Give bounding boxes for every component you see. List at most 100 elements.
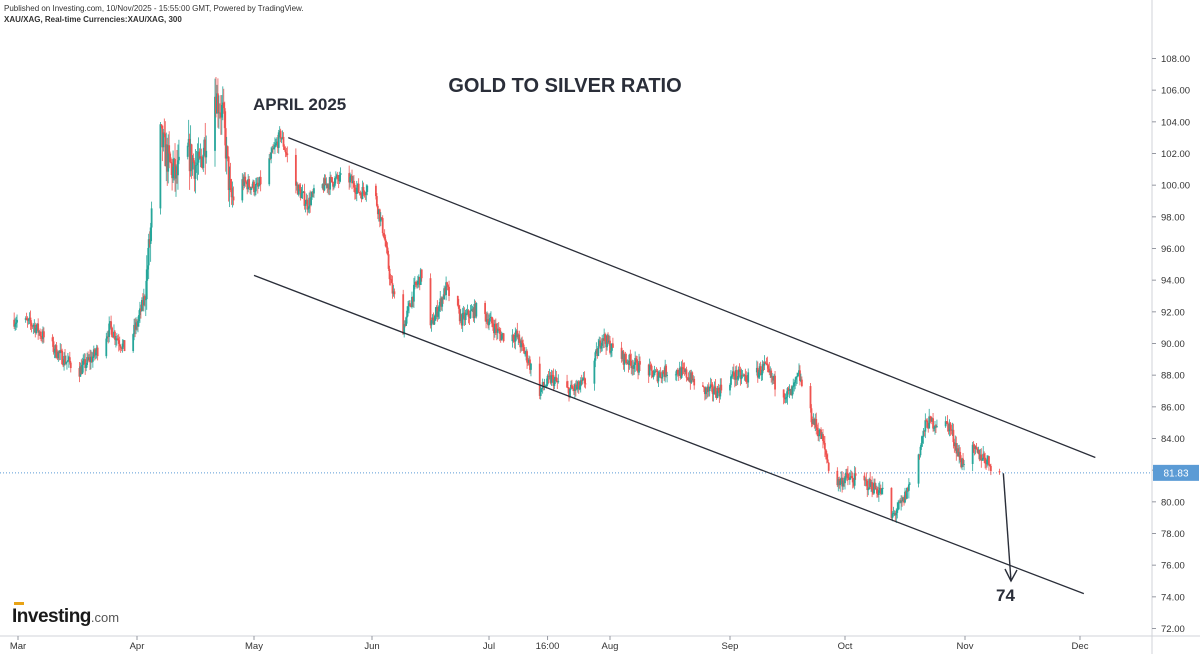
candle-body [105, 338, 108, 357]
candle-body [91, 356, 94, 362]
candle-body [285, 152, 288, 154]
candle-body [338, 174, 341, 182]
candle-body [336, 175, 339, 180]
candle-body [36, 323, 39, 328]
candle-body [792, 386, 795, 388]
candle-body [664, 365, 667, 377]
candle-body [62, 364, 65, 366]
candle-body [243, 176, 246, 186]
candle-body [513, 339, 516, 342]
candle-body [96, 347, 99, 357]
candle-body [951, 429, 954, 431]
candle-body [681, 367, 684, 368]
candle-body [528, 359, 530, 363]
candle-body [408, 303, 410, 307]
candle-body [147, 239, 150, 266]
candle-body [576, 381, 579, 387]
candle-body [162, 132, 165, 148]
candle-body [956, 448, 959, 454]
candle-body [954, 442, 957, 447]
candle-body [901, 500, 903, 502]
candle-body [302, 191, 305, 193]
candle-body [935, 425, 937, 427]
candle-body [568, 387, 570, 398]
candle-body [334, 177, 337, 179]
candle-body [53, 351, 56, 353]
candle-body [112, 336, 114, 338]
projection-arrow-line [1002, 473, 1012, 582]
candle-body [601, 338, 604, 346]
candle-body [411, 296, 413, 308]
candle-body [820, 429, 822, 440]
candle-body [87, 357, 89, 360]
candle-body [743, 374, 746, 376]
candle-body [796, 376, 798, 377]
candle-body [201, 157, 204, 168]
y-tick-label: 98.00 [1161, 212, 1185, 223]
candle-body [710, 384, 713, 386]
investing-logo: Investing.com [12, 602, 119, 628]
candle-body [881, 487, 884, 489]
candle-body [567, 387, 569, 389]
candle-body [284, 149, 287, 153]
candle-body [246, 182, 249, 190]
candle-body [598, 340, 601, 347]
candle-body [785, 396, 788, 399]
candle-body [161, 125, 164, 148]
candle-body [492, 323, 494, 328]
candle-body [64, 355, 66, 364]
candle-body [605, 341, 607, 348]
candle-body [357, 183, 360, 193]
candle-body [632, 365, 635, 369]
candle-body [115, 338, 118, 340]
candle-body [713, 386, 716, 394]
candle-body [252, 181, 254, 188]
candle-body [702, 386, 705, 388]
candle-body [557, 381, 560, 383]
projection-arrow-head [1004, 568, 1018, 583]
candle-body [629, 354, 632, 361]
candle-body [51, 337, 54, 342]
candle-body [957, 448, 960, 457]
candle-body [270, 152, 273, 159]
candle-body [934, 425, 936, 429]
candle-body [365, 191, 368, 195]
candle-body [692, 378, 695, 381]
candle-body [220, 105, 223, 118]
candle-body [303, 191, 306, 206]
candle-body [308, 197, 311, 209]
candle-body [114, 339, 117, 341]
candle-body [39, 331, 41, 336]
last-price-badge [1153, 464, 1199, 481]
candle-body [492, 327, 495, 334]
candle-body [382, 233, 385, 237]
candle-body [381, 218, 384, 234]
candle-body [518, 334, 521, 343]
candle-body [512, 334, 515, 340]
candle-body [241, 179, 244, 201]
candle-body [687, 378, 690, 381]
candle-body [944, 421, 947, 427]
candle-body [874, 482, 876, 490]
candle-body [972, 444, 975, 446]
candle-body [80, 366, 83, 374]
candle-body [868, 479, 871, 490]
candle-body [865, 479, 868, 481]
candle-body [167, 145, 170, 172]
candle-body [839, 480, 842, 486]
candle-body [599, 340, 602, 349]
candle-body [494, 323, 497, 329]
candle-body [118, 343, 121, 347]
candle-body [404, 324, 407, 326]
candle-body [133, 324, 136, 335]
candle-body [67, 360, 69, 362]
candle-body [517, 334, 520, 338]
candle-body [352, 180, 354, 184]
candle-body [737, 369, 740, 378]
candle-body [545, 384, 548, 387]
candle-body [168, 145, 171, 154]
candle-body [461, 312, 464, 326]
candle-body [441, 297, 444, 307]
candle-body [650, 365, 653, 371]
